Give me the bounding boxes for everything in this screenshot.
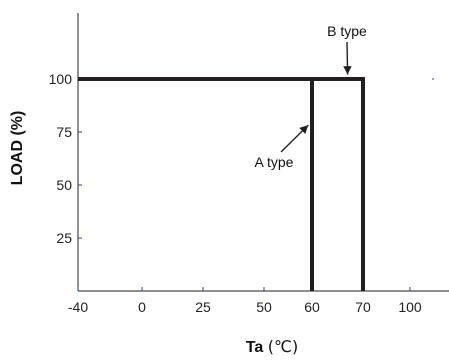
y-tick-label: 50 — [56, 177, 72, 193]
x-axis-title-text: Ta — [246, 339, 264, 356]
x-axis-title: Ta (℃) — [246, 337, 298, 356]
x-axis-unit: (℃) — [268, 337, 298, 356]
x-tick-label: 60 — [304, 299, 320, 315]
x-tick-label: 70 — [355, 299, 371, 315]
annotation-label: B type — [327, 23, 367, 39]
y-axis-title: LOAD (%) — [9, 111, 26, 186]
y-tick-label: 25 — [56, 230, 72, 246]
x-tick-label: 0 — [138, 299, 146, 315]
x-tick-label: 100 — [398, 299, 422, 315]
x-tick-label: 25 — [195, 299, 211, 315]
series-line-1 — [78, 77, 314, 291]
x-tick-label: 50 — [256, 299, 272, 315]
y-tick-label: 75 — [56, 124, 72, 140]
series-line-2 — [78, 77, 365, 291]
annotation-arrow — [343, 41, 352, 75]
y-tick-label: 100 — [49, 71, 73, 87]
x-tick-label: -40 — [68, 299, 88, 315]
annotation-arrow — [280, 124, 309, 153]
annotation-label: A type — [255, 154, 294, 170]
